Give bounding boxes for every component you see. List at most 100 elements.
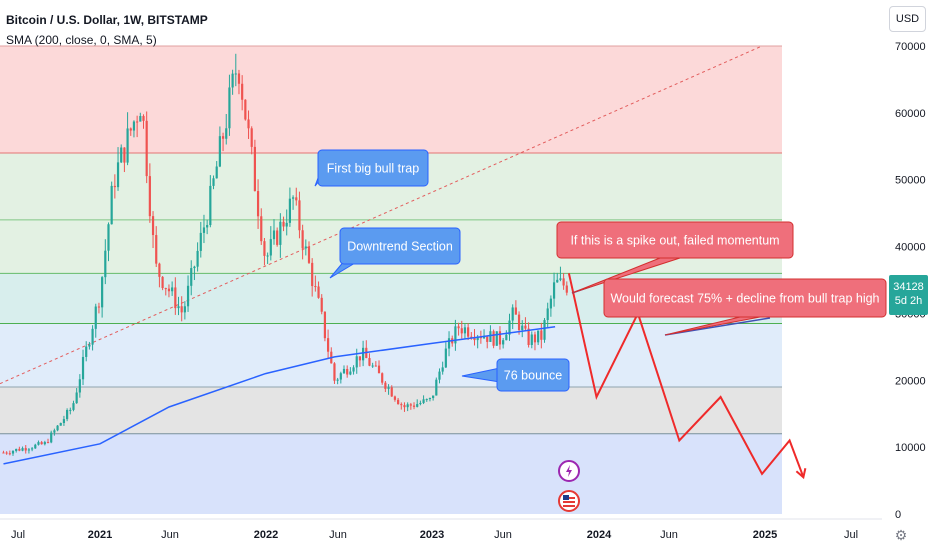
candle-body-155[interactable]	[495, 331, 498, 346]
candle-body-14[interactable]	[46, 442, 50, 444]
candle-body-8[interactable]	[27, 449, 31, 451]
candle-body-53[interactable]	[171, 287, 174, 292]
candle-body-170[interactable]	[543, 320, 546, 340]
candle-body-117[interactable]	[374, 365, 377, 367]
candle-body-146[interactable]	[467, 327, 470, 337]
candle-body-166[interactable]	[530, 334, 533, 345]
candle-body-126[interactable]	[403, 405, 406, 408]
candle-body-105[interactable]	[336, 379, 339, 381]
candle-body-177[interactable]	[565, 285, 568, 293]
candle-body-26[interactable]	[85, 346, 88, 357]
candle-body-160[interactable]	[511, 307, 514, 321]
candle-body-38[interactable]	[123, 147, 126, 163]
candle-body-24[interactable]	[78, 379, 81, 393]
candle-body-16[interactable]	[53, 430, 56, 433]
candle-body-144[interactable]	[460, 328, 463, 334]
forecast-zigzag[interactable]	[567, 273, 805, 478]
candle-body-47[interactable]	[151, 216, 155, 236]
candle-body-27[interactable]	[88, 344, 91, 347]
candle-body-12[interactable]	[40, 442, 43, 445]
candle-body-60[interactable]	[193, 266, 196, 269]
candle-body-111[interactable]	[355, 356, 358, 368]
candle-body-149[interactable]	[476, 337, 479, 341]
candle-body-67[interactable]	[215, 166, 218, 179]
candle-body-59[interactable]	[190, 268, 193, 286]
candle-body-63[interactable]	[202, 227, 206, 233]
candle-body-122[interactable]	[390, 387, 393, 397]
candle-body-21[interactable]	[69, 409, 72, 411]
candle-body-127[interactable]	[406, 404, 409, 408]
candle-body-156[interactable]	[498, 331, 502, 345]
candle-body-4[interactable]	[15, 448, 18, 451]
candle-body-37[interactable]	[120, 147, 123, 163]
candle-body-18[interactable]	[59, 422, 62, 426]
candle-body-131[interactable]	[419, 402, 422, 405]
candle-body-109[interactable]	[349, 371, 352, 375]
candle-body-91[interactable]	[291, 197, 295, 199]
candle-body-50[interactable]	[161, 276, 164, 289]
candle-body-158[interactable]	[505, 334, 508, 341]
candle-body-82[interactable]	[263, 241, 266, 256]
candle-body-97[interactable]	[311, 262, 314, 287]
candle-body-44[interactable]	[142, 116, 145, 121]
candle-body-150[interactable]	[479, 337, 482, 339]
candle-body-43[interactable]	[139, 116, 142, 122]
candle-body-99[interactable]	[317, 286, 320, 298]
candle-body-73[interactable]	[234, 73, 237, 75]
candle-body-147[interactable]	[470, 336, 473, 338]
candle-body-128[interactable]	[409, 404, 412, 406]
candle-body-118[interactable]	[377, 365, 381, 374]
candle-body-113[interactable]	[362, 347, 365, 361]
candle-body-80[interactable]	[256, 191, 260, 217]
candle-body-49[interactable]	[158, 263, 161, 277]
annotation-callout-0[interactable]: First big bull trap	[314, 149, 429, 187]
candle-body-157[interactable]	[502, 340, 505, 345]
candle-body-25[interactable]	[81, 356, 85, 380]
candle-body-3[interactable]	[11, 450, 15, 454]
candle-body-134[interactable]	[428, 397, 432, 400]
annotation-callout-1[interactable]: Downtrend Section	[329, 227, 461, 279]
candle-body-100[interactable]	[320, 297, 323, 312]
candle-body-69[interactable]	[221, 136, 225, 139]
candle-body-132[interactable]	[422, 399, 425, 403]
candle-body-129[interactable]	[412, 405, 416, 407]
candle-body-32[interactable]	[104, 250, 107, 278]
candle-body-120[interactable]	[384, 382, 387, 389]
candle-body-112[interactable]	[358, 356, 362, 361]
candle-body-148[interactable]	[473, 337, 476, 341]
candle-body-124[interactable]	[397, 399, 400, 405]
candle-body-152[interactable]	[486, 336, 489, 342]
candle-body-6[interactable]	[21, 448, 24, 451]
candle-body-119[interactable]	[381, 373, 384, 383]
candle-body-68[interactable]	[218, 136, 221, 167]
candle-body-169[interactable]	[540, 330, 543, 340]
candle-body-70[interactable]	[225, 128, 228, 139]
candle-body-74[interactable]	[237, 73, 241, 84]
candle-body-145[interactable]	[463, 327, 467, 334]
candle-body-174[interactable]	[556, 279, 559, 283]
candle-body-1[interactable]	[5, 452, 8, 454]
candle-body-19[interactable]	[62, 419, 66, 423]
dashed-trendline[interactable]	[0, 45, 763, 385]
candle-body-94[interactable]	[301, 230, 304, 249]
candle-body-108[interactable]	[346, 368, 349, 375]
candle-body-133[interactable]	[425, 399, 428, 401]
candle-body-172[interactable]	[549, 298, 552, 309]
candle-body-96[interactable]	[307, 246, 311, 263]
candle-body-98[interactable]	[314, 286, 317, 288]
candle-body-9[interactable]	[31, 448, 34, 450]
candle-body-88[interactable]	[282, 221, 285, 227]
candle-body-116[interactable]	[371, 365, 374, 367]
candle-body-175[interactable]	[559, 278, 562, 280]
candle-body-84[interactable]	[269, 239, 272, 256]
candle-body-52[interactable]	[167, 288, 171, 292]
candle-body-41[interactable]	[132, 121, 136, 131]
candle-body-7[interactable]	[24, 448, 27, 451]
candle-body-39[interactable]	[126, 128, 129, 163]
candle-body-51[interactable]	[164, 288, 167, 290]
candle-body-92[interactable]	[295, 197, 298, 201]
candle-body-168[interactable]	[537, 330, 540, 343]
candle-body-89[interactable]	[285, 222, 288, 227]
